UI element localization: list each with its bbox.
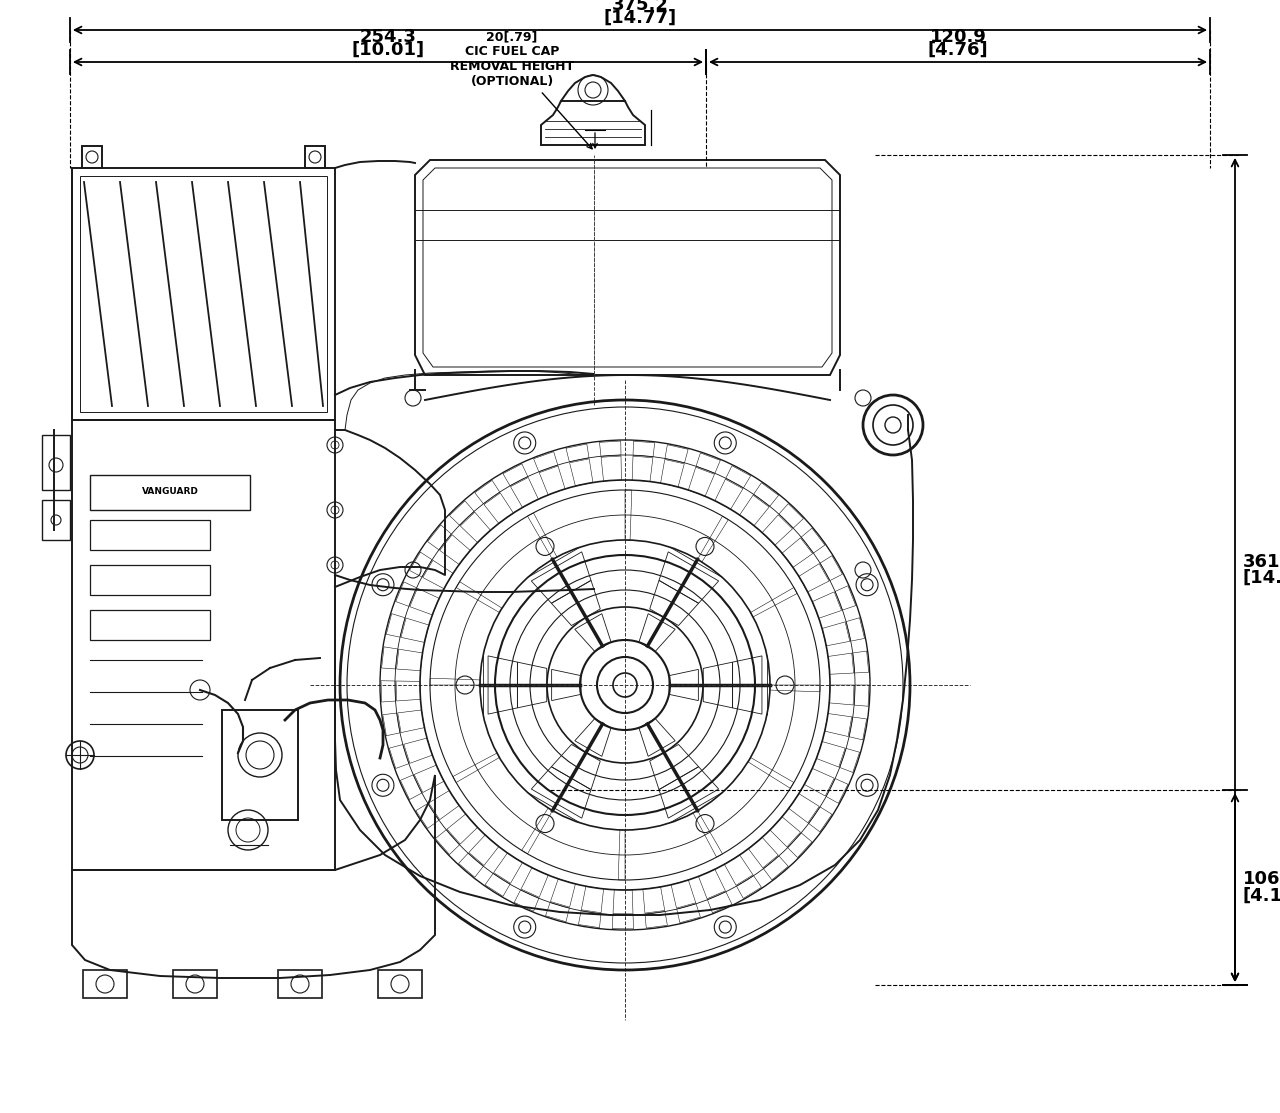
Bar	[278, 971, 323, 998]
Text: 361.2: 361.2	[1243, 553, 1280, 571]
Bar	[90, 475, 250, 510]
Bar	[42, 500, 70, 540]
Text: 106: 106	[1243, 870, 1280, 888]
Bar	[72, 168, 335, 420]
Bar	[42, 435, 70, 490]
Bar	[72, 420, 335, 870]
Bar	[221, 710, 298, 820]
Bar	[82, 146, 102, 168]
Text: [14.22]: [14.22]	[1243, 569, 1280, 587]
Text: 20[.79]
CIC FUEL CAP
REMOVAL HEIGHT
(OPTIONAL): 20[.79] CIC FUEL CAP REMOVAL HEIGHT (OPT…	[451, 30, 593, 149]
Bar	[83, 971, 127, 998]
Bar	[79, 176, 326, 412]
Bar	[378, 971, 422, 998]
Bar	[90, 565, 210, 595]
Text: [4.17]: [4.17]	[1243, 886, 1280, 905]
Text: [10.01]: [10.01]	[352, 41, 425, 59]
Text: 254.3: 254.3	[360, 28, 416, 46]
Bar	[305, 146, 325, 168]
Text: [4.76]: [4.76]	[928, 41, 988, 59]
Bar	[173, 971, 218, 998]
Text: [14.77]: [14.77]	[603, 9, 677, 27]
Bar	[90, 610, 210, 640]
Text: 375.2: 375.2	[612, 0, 668, 14]
Bar	[90, 520, 210, 550]
Text: VANGUARD: VANGUARD	[142, 487, 198, 496]
Text: 120.9: 120.9	[929, 28, 987, 46]
